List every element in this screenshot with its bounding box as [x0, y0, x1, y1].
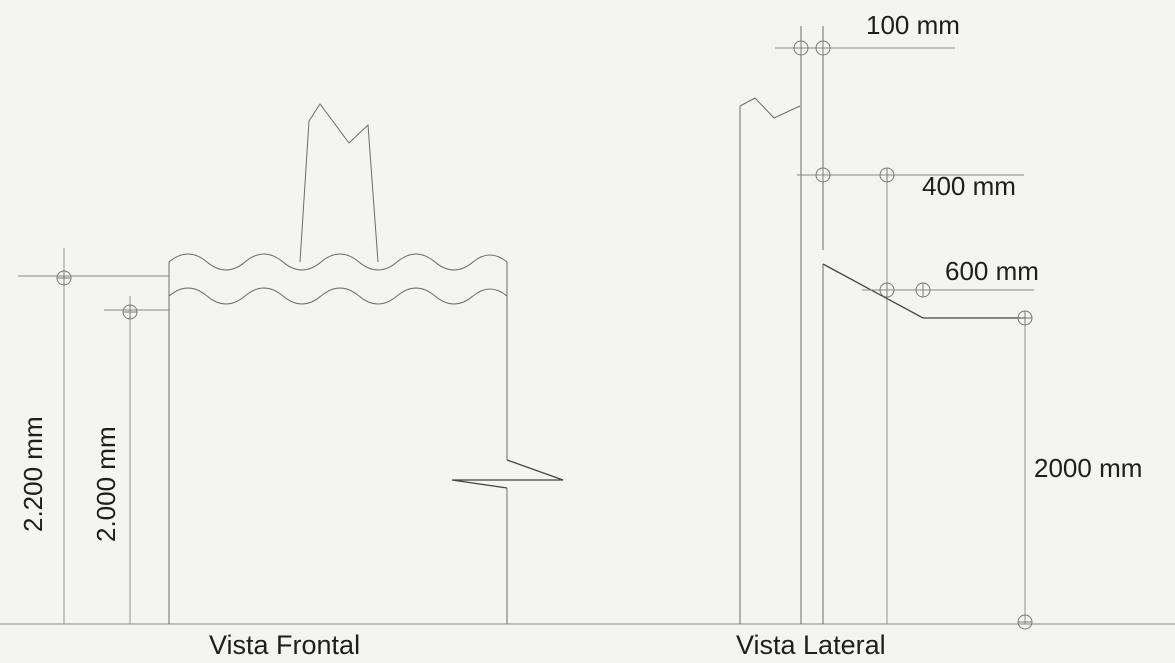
break-symbol [451, 459, 564, 489]
dim-label-outer: 2.200 mm [18, 416, 48, 532]
dim-label-2000: 2000 mm [1034, 453, 1142, 483]
roof-wave-lower [168, 287, 508, 310]
dim-label-inner: 2.000 mm [91, 426, 121, 542]
front-view-caption: Vista Frontal [209, 630, 360, 660]
front-post-top [299, 103, 379, 263]
side-view-caption: Vista Lateral [736, 630, 886, 660]
side-view: 100 mm 400 mm 600 mm 2000 mm Vista Later… [736, 10, 1142, 660]
dim-label-400: 400 mm [922, 171, 1016, 201]
dim-label-100: 100 mm [866, 10, 960, 40]
roof-wave-upper [168, 253, 508, 276]
side-post-break [739, 97, 801, 119]
dim-label-600: 600 mm [945, 256, 1039, 286]
front-view: 2.200 mm 2.000 mm Vista Frontal [18, 103, 564, 660]
side-roof-slope [822, 263, 1025, 319]
